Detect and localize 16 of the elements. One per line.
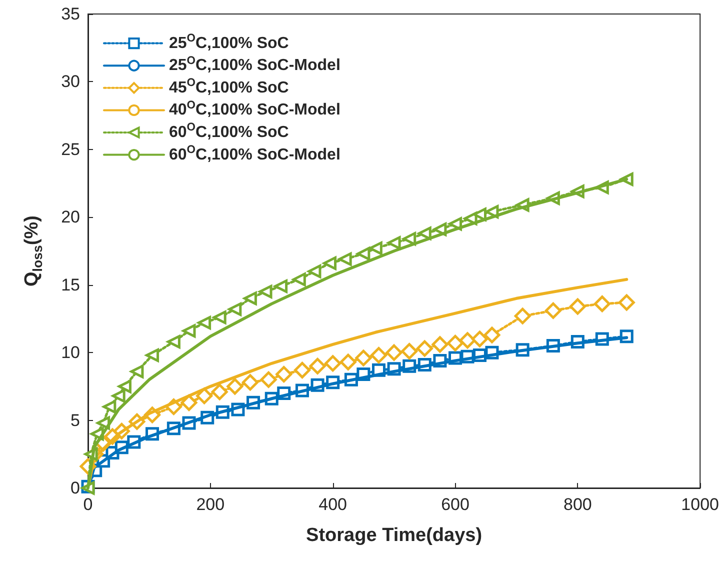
x-tick-label: 600 — [441, 495, 470, 514]
y-tick-label: 25 — [61, 140, 80, 159]
y-tick-label: 35 — [61, 4, 80, 24]
y-tick-label: 5 — [70, 410, 80, 430]
x-tick-label: 400 — [318, 495, 348, 514]
y-tick-label: 15 — [61, 275, 80, 294]
x-tick-label: 0 — [83, 495, 93, 514]
y-tick-label: 10 — [61, 343, 80, 362]
y-axis-title: Qloss(%) — [21, 216, 45, 286]
x-axis-title: Storage Time(days) — [306, 525, 482, 546]
y-tick-label: 20 — [61, 208, 80, 227]
x-tick-label: 1000 — [681, 495, 720, 514]
y-tick-label: 0 — [70, 478, 80, 498]
x-tick-label: 800 — [563, 495, 592, 514]
y-tick-label: 30 — [61, 72, 80, 92]
x-tick-label: 200 — [196, 495, 225, 514]
